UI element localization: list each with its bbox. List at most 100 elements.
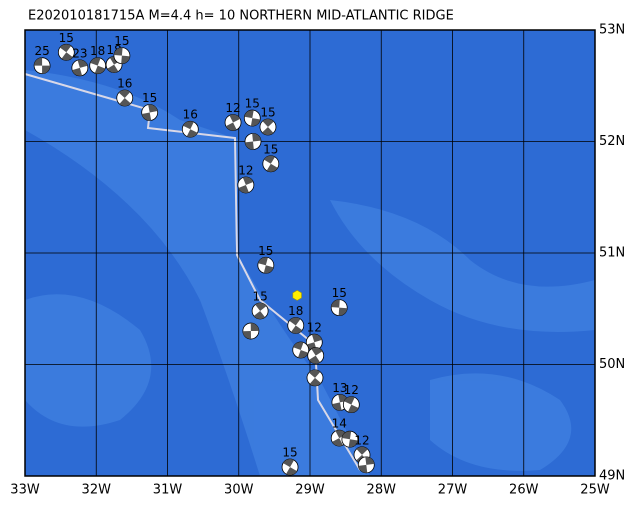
depth-label: 15 <box>114 34 129 48</box>
compression-quadrant <box>332 402 342 411</box>
depth-label: 15 <box>252 289 267 303</box>
focal-mechanism <box>242 322 260 340</box>
lat-label: 52N <box>599 134 625 149</box>
lon-label: 33W <box>10 483 40 498</box>
compression-quadrant <box>59 44 72 53</box>
lon-label: 28W <box>367 483 397 498</box>
focal-mechanism <box>287 317 305 334</box>
depth-label: 25 <box>34 44 49 58</box>
focal-mechanism <box>259 118 277 136</box>
compression-quadrant <box>331 299 340 308</box>
lon-label: 30W <box>224 483 254 498</box>
compression-quadrant <box>356 446 368 455</box>
depth-label: 15 <box>260 106 275 120</box>
compression-quadrant <box>311 347 323 356</box>
focal-mechanism <box>237 176 255 194</box>
focal-mechanism <box>113 47 131 65</box>
focal-mechanism <box>251 302 269 320</box>
depth-label: 12 <box>238 163 253 177</box>
depth-label: 18 <box>90 44 105 58</box>
compression-quadrant <box>258 257 268 266</box>
focal-mechanism <box>224 114 242 131</box>
lon-label: 26W <box>509 483 539 498</box>
focal-mechanism <box>330 299 348 317</box>
focal-mechanism <box>342 396 360 414</box>
compression-quadrant <box>252 133 261 142</box>
depth-label: 12 <box>307 321 322 335</box>
compression-quadrant <box>255 302 267 311</box>
compression-quadrant <box>358 464 368 473</box>
compression-quadrant <box>34 57 43 66</box>
focal-mechanism <box>33 57 51 75</box>
depth-label: 15 <box>282 446 297 460</box>
depth-label: 13 <box>332 381 347 395</box>
depth-label: 12 <box>354 433 369 447</box>
depth-label: 15 <box>142 91 157 105</box>
compression-quadrant <box>338 307 348 316</box>
depth-label: 14 <box>332 417 347 431</box>
compression-quadrant <box>308 355 321 364</box>
focal-mechanism <box>71 59 89 77</box>
depth-label: 12 <box>225 101 240 115</box>
compression-quadrant <box>121 55 130 64</box>
compression-quadrant <box>262 127 274 136</box>
focal-mechanism <box>116 89 134 107</box>
compression-quadrant <box>308 369 321 378</box>
focal-mechanism <box>292 341 310 359</box>
focal-mechanism <box>281 458 299 476</box>
lat-label: 49N <box>599 469 625 484</box>
frame <box>24 29 596 477</box>
compression-quadrant <box>94 65 106 74</box>
lon-label: 31W <box>153 483 183 498</box>
compression-quadrant <box>293 342 304 351</box>
compression-quadrant <box>311 334 322 343</box>
compression-quadrant <box>242 331 252 340</box>
lon-label: 27W <box>438 483 468 498</box>
lat-label: 50N <box>599 357 625 372</box>
focal-mechanism <box>341 430 359 448</box>
compression-quadrant <box>348 439 358 448</box>
compression-quadrant <box>335 430 347 439</box>
focal-mechanism <box>357 456 375 474</box>
bathymetry <box>25 70 595 476</box>
compression-quadrant <box>262 119 274 128</box>
map-title: E202010181715A M=4.4 h= 10 NORTHERN MID-… <box>28 9 454 24</box>
compression-quadrant <box>229 114 241 123</box>
lat-label: 53N <box>599 23 625 38</box>
focal-mechanism <box>307 347 325 364</box>
compression-quadrant <box>245 141 254 150</box>
compression-quadrant <box>344 396 355 405</box>
compression-quadrant <box>113 47 123 56</box>
compression-quadrant <box>238 184 249 193</box>
compression-quadrant <box>291 325 303 334</box>
compression-quadrant <box>263 265 274 274</box>
compression-quadrant <box>141 112 152 121</box>
focal-mechanism <box>181 120 199 138</box>
compression-quadrant <box>61 52 73 61</box>
lon-label: 32W <box>82 483 112 498</box>
compression-quadrant <box>347 404 359 413</box>
depth-label: 16 <box>183 108 198 122</box>
depth-label: 18 <box>288 304 303 318</box>
compression-quadrant <box>225 122 237 131</box>
focal-mechanism <box>244 133 262 150</box>
focal-mechanism <box>306 369 324 387</box>
compression-quadrant <box>332 438 343 447</box>
focal-mechanism <box>243 109 261 127</box>
depth-label: 15 <box>263 142 278 156</box>
compression-quadrant <box>107 64 119 73</box>
compression-quadrant <box>365 456 375 465</box>
focal-mechanism <box>257 256 275 274</box>
compression-quadrant <box>90 57 101 66</box>
lon-label: 25W <box>580 483 610 498</box>
focal-mechanism <box>141 104 159 121</box>
compression-quadrant <box>250 323 259 332</box>
depth-label: 12 <box>344 383 359 397</box>
compression-quadrant <box>341 431 352 440</box>
lat-label: 51N <box>599 246 625 261</box>
compression-quadrant <box>286 467 297 476</box>
lon-label: 29W <box>295 483 325 498</box>
focal-mechanism <box>262 155 280 173</box>
focal-mechanism <box>57 43 75 61</box>
compression-quadrant <box>183 121 194 130</box>
